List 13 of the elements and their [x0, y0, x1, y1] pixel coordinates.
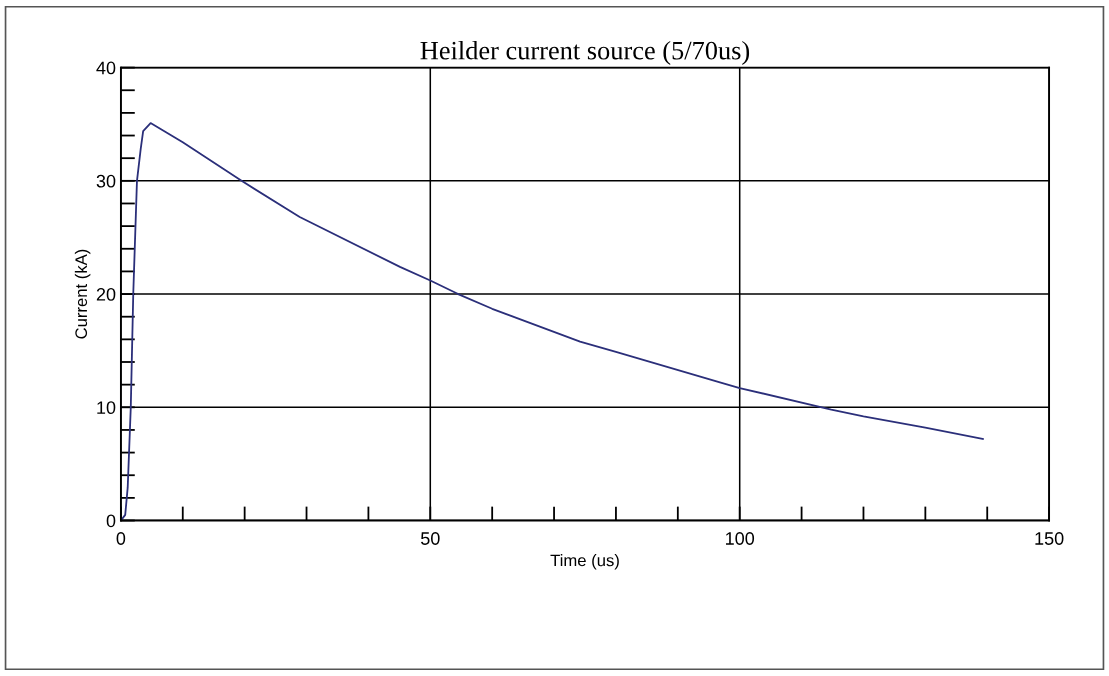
x-tick-label: 0 — [116, 532, 126, 545]
x-tick-label: 150 — [1035, 532, 1064, 545]
y-tick-label: 10 — [97, 401, 116, 415]
y-tick-label: 20 — [96, 287, 116, 301]
line-series — [120, 122, 984, 521]
y-tick-label: 40 — [96, 61, 116, 75]
chart-title: Heilder current source (5/70us) — [420, 40, 750, 65]
x-tick-label: 100 — [726, 532, 755, 545]
y-tick-label: 0 — [106, 514, 116, 528]
y-axis-title: Current (kA) — [74, 249, 91, 339]
y-tick-label: 30 — [96, 174, 116, 188]
x-tick-label: 50 — [420, 532, 440, 545]
x-axis-title: Time (us) — [550, 554, 619, 570]
